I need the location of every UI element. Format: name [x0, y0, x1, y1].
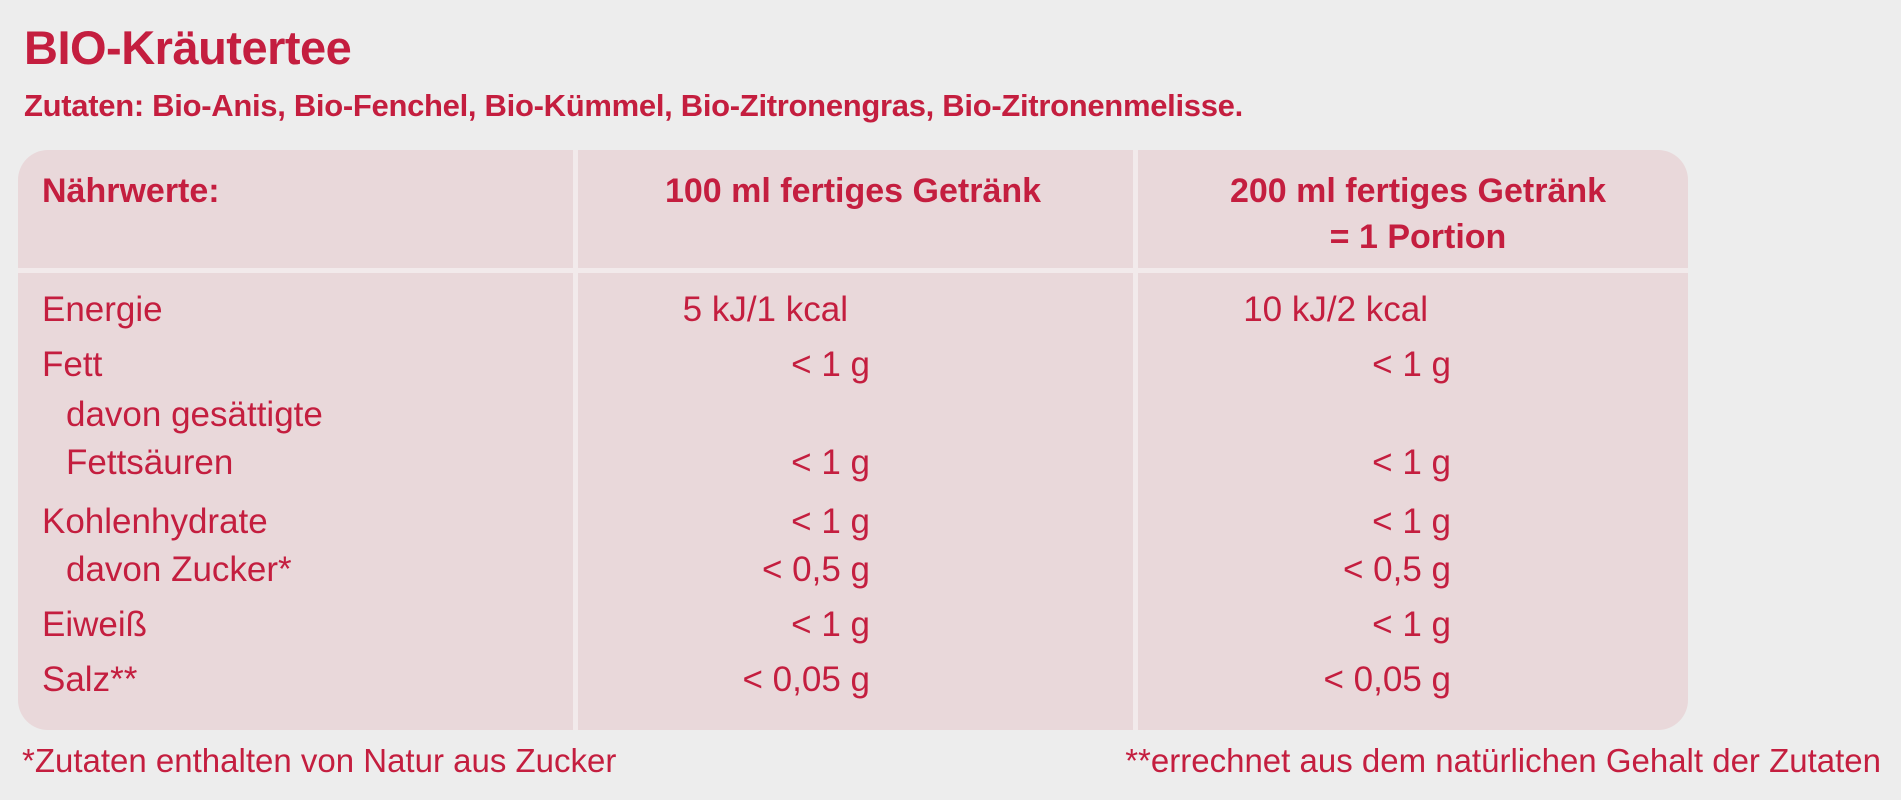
row-label: Fett: [42, 345, 103, 384]
value-200ml: < 1 g: [1372, 345, 1451, 384]
table-row: Fett < 1 g < 1 g: [18, 341, 1688, 389]
table-row: Energie 5 kJ/1 kcal 10 kJ/2 kcal: [18, 286, 1688, 334]
header-200ml-line1: 200 ml fertiges Getränk: [1229, 172, 1607, 210]
value-200ml: < 0,05 g: [1323, 660, 1451, 699]
row-label: davon gesättigte: [66, 395, 323, 434]
value-200ml: < 0,5 g: [1342, 550, 1451, 589]
header-200ml: 200 ml fertiges Getränk = 1 Portion: [1138, 168, 1688, 260]
value-200ml: 10 kJ/2 kcal: [1243, 290, 1428, 329]
value-100ml: < 0,5 g: [761, 550, 870, 589]
row-label: Fettsäuren: [66, 443, 234, 482]
header-200ml-line2: = 1 Portion: [1329, 218, 1507, 256]
value-100ml: 5 kJ/1 kcal: [682, 290, 848, 329]
row-label: Eiweiß: [42, 605, 148, 644]
footnote-salt: **errechnet aus dem natürlichen Gehalt d…: [1125, 742, 1881, 779]
value-200ml: < 1 g: [1372, 605, 1451, 644]
value-100ml: < 1 g: [791, 502, 870, 541]
value-100ml: < 0,05 g: [742, 660, 870, 699]
table-row: davon Zucker* < 0,5 g < 0,5 g: [18, 546, 1688, 594]
header-nutrients: Nährwerte:: [42, 172, 220, 210]
value-100ml: < 1 g: [791, 443, 870, 482]
table-row: Eiweiß < 1 g < 1 g: [18, 601, 1688, 649]
value-200ml: < 1 g: [1372, 443, 1451, 482]
table-row: Fettsäuren < 1 g < 1 g: [18, 439, 1688, 487]
row-label: davon Zucker*: [66, 550, 292, 589]
table-row: Salz** < 0,05 g < 0,05 g: [18, 656, 1688, 704]
row-label: Energie: [42, 290, 163, 329]
ingredients-list: Zutaten: Bio-Anis, Bio-Fenchel, Bio-Kümm…: [24, 88, 1243, 123]
column-divider: [573, 150, 578, 730]
row-label: Salz**: [42, 660, 138, 699]
table-row: Kohlenhydrate < 1 g < 1 g: [18, 498, 1688, 546]
value-200ml: < 1 g: [1372, 502, 1451, 541]
column-divider: [1133, 150, 1138, 730]
header-100ml: 100 ml fertiges Getränk: [664, 172, 1042, 210]
header-divider: [18, 268, 1688, 273]
footnote-sugar: *Zutaten enthalten von Natur aus Zucker: [22, 742, 617, 779]
nutrition-table: Nährwerte: 100 ml fertiges Getränk 200 m…: [18, 150, 1688, 730]
product-title: BIO-Kräutertee: [24, 21, 352, 74]
table-row: davon gesättigte: [18, 391, 1688, 439]
value-100ml: < 1 g: [791, 605, 870, 644]
row-label: Kohlenhydrate: [42, 502, 268, 541]
value-100ml: < 1 g: [791, 345, 870, 384]
